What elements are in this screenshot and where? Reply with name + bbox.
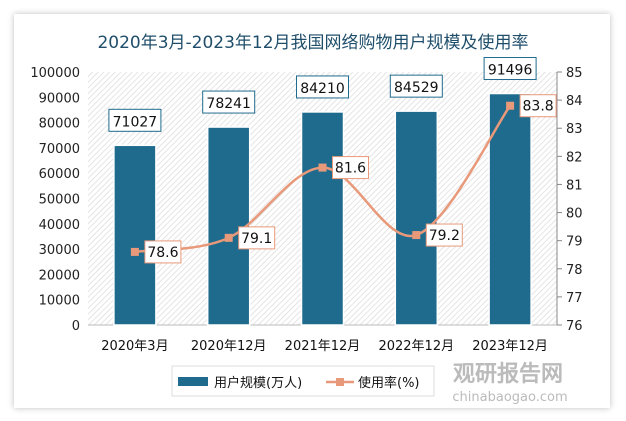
y-left-tick: 60000 [39,167,80,182]
y-right-tick: 82 [566,150,583,165]
line-point [224,233,233,242]
bar [488,92,532,326]
usage-rate-line [134,104,512,254]
bar-label: 71027 [113,114,158,130]
watermark-url: chinabaogao.com [452,390,567,405]
bar-label-box [296,75,349,99]
line-label-box [332,156,369,180]
bar-label: 91496 [488,63,533,79]
y-right-tick: 83 [566,122,583,137]
bar-label: 84210 [300,81,345,97]
x-tick-label: 2020年12月 [191,339,267,354]
y-left-tick: 0 [72,319,80,334]
line-label: 79.2 [429,228,460,244]
y-right-tick: 78 [566,263,583,278]
bar-label: 78241 [206,96,251,112]
y-right-tick: 84 [566,94,583,109]
y-left-tick: 20000 [39,268,80,283]
x-tick-label: 2021年12月 [285,339,361,354]
legend-swatch-bar [178,377,208,386]
y-right-tick: 76 [566,319,583,334]
y-left-tick: 30000 [39,243,80,258]
y-left-tick: 40000 [39,218,80,233]
bar-label-box [389,74,443,98]
y-right-tick: 77 [566,291,583,306]
line-label-box [238,226,276,250]
legend-label-bar: 用户规模(万人) [214,375,302,391]
y-left-tick: 100000 [30,66,80,81]
bar-label: 84529 [394,80,439,96]
line-label: 81.6 [335,161,366,177]
legend-swatch-marker [336,378,344,386]
bar-label-box [483,57,537,81]
y-left-tick: 80000 [39,117,80,132]
y-right-tick: 85 [566,66,583,81]
bar [300,111,345,326]
bar [113,144,157,326]
line-point [130,247,139,256]
line-point [506,101,515,110]
y-right-tick: 80 [566,207,583,222]
x-tick-label: 2023年12月 [472,339,548,354]
x-tick-label: 2022年12月 [378,339,454,354]
line-label-box [519,94,557,118]
y-left-tick: 50000 [39,193,80,208]
y-right-tick: 81 [566,178,583,193]
chart-title: 2020年3月-2023年12月我国网络购物用户规模及使用率 [97,32,528,53]
line-label: 83.8 [523,99,554,115]
bar-label-box [108,108,162,132]
y-right-tick: 79 [566,235,583,250]
bar [394,110,439,326]
line-point [318,163,327,172]
y-left-tick: 90000 [39,91,80,106]
legend [171,365,435,397]
line-label-box [425,223,463,247]
line-label-box [144,240,182,264]
line-label: 78.6 [147,245,178,261]
x-tick-label: 2020年3月 [101,339,168,354]
bar [206,126,251,326]
line-point [412,231,421,240]
y-left-tick: 70000 [39,142,80,157]
y-left-tick: 10000 [39,294,80,309]
legend-label-line: 使用率(%) [358,375,420,391]
bar-label-box [202,90,256,114]
line-label: 79.1 [241,231,272,247]
watermark-name: 观研报告网 [453,362,563,387]
